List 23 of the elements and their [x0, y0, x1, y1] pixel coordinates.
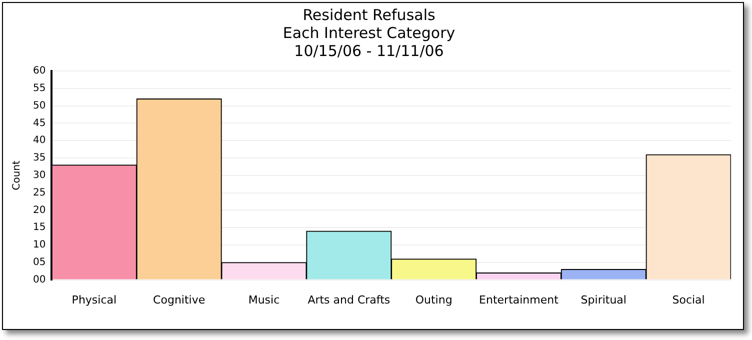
y-tick-label: 15 [32, 222, 46, 234]
y-tick-label: 10 [32, 240, 46, 251]
chart-title: Resident Refusals Each Interest Category 10/15/06 - 11/11/06 [282, 6, 456, 60]
x-tick-label: Arts and Crafts [308, 293, 390, 306]
x-tick-label: Physical [72, 293, 117, 306]
y-tick-label: 55 [32, 82, 46, 94]
x-tick-label: Entertainment [479, 293, 560, 306]
y-tick-label: 25 [32, 187, 46, 198]
y-tick-label: 30 [32, 170, 46, 181]
x-tick-label: Music [248, 293, 280, 306]
y-tick-label: 40 [32, 135, 46, 146]
y-tick-label: 20 [32, 204, 46, 216]
y-tick-label: 45 [32, 118, 46, 129]
y-tick-label: 60 [32, 66, 46, 77]
x-tick-label: Outing [415, 293, 452, 306]
y-tick-label: 50 [32, 100, 46, 112]
x-tick-label: Spiritual [580, 293, 626, 306]
y-tick-label: 05 [32, 256, 46, 268]
x-tick-label: Social [672, 293, 705, 306]
y-axis-title: Count [12, 160, 23, 190]
y-tick-label: 00 [32, 274, 46, 286]
y-tick-label: 35 [32, 152, 46, 164]
x-tick-label: Cognitive [153, 293, 206, 306]
